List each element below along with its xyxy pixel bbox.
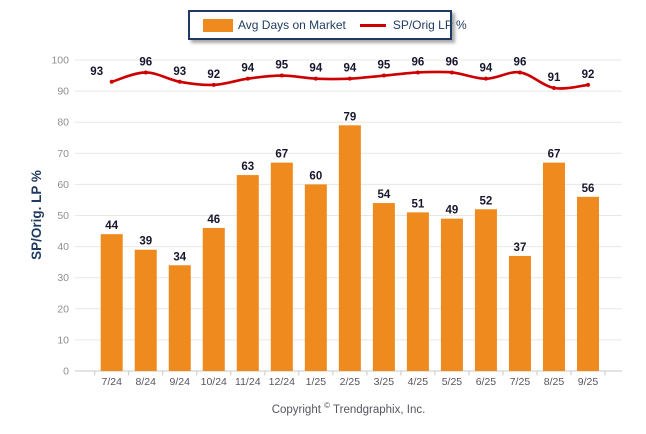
bar: [372, 203, 395, 371]
bar-value-label: 67: [548, 149, 561, 161]
line-value-label: 96: [514, 56, 527, 68]
trend-line-point: [347, 76, 352, 81]
bar: [576, 196, 599, 371]
copyright-prefix: Copyright: [271, 403, 321, 416]
x-tick-label: 4/25: [408, 376, 429, 388]
bar-value-label: 63: [241, 161, 254, 173]
line-value-label: 96: [446, 56, 459, 68]
line-value-label: 94: [241, 63, 254, 75]
y-tick-label: 30: [57, 272, 69, 284]
bar-value-label: 39: [139, 236, 152, 248]
line-value-label: 96: [139, 56, 152, 68]
y-tick-label: 0: [63, 366, 69, 378]
x-tick-label: 9/25: [578, 376, 599, 388]
y-tick-label: 70: [57, 148, 69, 160]
copyright-text: Copyright © Trendgraphix, Inc.: [75, 401, 622, 416]
trend-line-point: [449, 70, 454, 75]
line-value-label: 94: [343, 63, 356, 75]
y-tick-label: 20: [57, 303, 69, 315]
bar: [406, 212, 429, 371]
y-tick-label: 10: [57, 334, 69, 346]
trend-line-point: [279, 73, 284, 78]
legend: Avg Days on Market SP/Orig LP %: [188, 10, 467, 40]
bar: [270, 162, 293, 371]
bar-value-label: 56: [582, 183, 595, 195]
bar: [168, 265, 191, 371]
x-tick-label: 1/25: [306, 376, 327, 388]
bar: [542, 162, 565, 371]
bar: [304, 184, 327, 371]
bar: [202, 227, 225, 371]
y-axis-title: SP/Orig. LP %: [29, 170, 44, 260]
y-tick-label: 100: [51, 55, 69, 67]
trend-line-point: [381, 73, 386, 78]
x-tick-label: 10/24: [201, 376, 227, 388]
trend-line-point: [177, 79, 182, 84]
line-value-label: 93: [173, 66, 186, 78]
bar: [134, 249, 157, 371]
trend-line-point: [211, 82, 216, 87]
x-tick-label: 7/25: [510, 376, 531, 388]
trend-line-point: [313, 76, 318, 81]
y-tick-label: 60: [57, 179, 69, 191]
bar-value-label: 67: [275, 149, 288, 161]
y-tick-label: 80: [57, 117, 69, 129]
bar: [100, 234, 123, 371]
legend-line-swatch-icon: [359, 23, 386, 27]
copyright-suffix: Trendgraphix, Inc.: [333, 403, 426, 416]
bar: [508, 255, 531, 371]
bar: [440, 218, 463, 371]
line-value-label: 95: [275, 60, 288, 72]
legend-bar-swatch-icon: [203, 18, 233, 32]
x-tick-label: 2/25: [340, 376, 361, 388]
bar: [338, 125, 361, 371]
bar-value-label: 60: [309, 170, 322, 182]
x-tick-label: 12/24: [269, 376, 295, 388]
trend-line-point: [551, 85, 556, 90]
bar-value-label: 51: [411, 198, 424, 210]
line-value-label: 91: [548, 72, 561, 84]
legend-label-sp-orig-lp: SP/Orig LP %: [392, 18, 467, 32]
line-value-label: 94: [309, 63, 322, 75]
bar-value-label: 46: [207, 214, 220, 226]
bar-value-label: 37: [514, 242, 527, 254]
line-value-label: 92: [582, 69, 595, 81]
bar-value-label: 52: [480, 195, 493, 207]
bar-value-label: 44: [105, 220, 118, 232]
bar-value-label: 79: [343, 111, 356, 123]
bar-value-label: 34: [173, 251, 186, 263]
y-tick-label: 50: [57, 210, 69, 222]
bar-value-label: 54: [377, 189, 390, 201]
bar: [236, 175, 259, 371]
trend-line-point: [109, 79, 114, 84]
line-value-label: 95: [377, 60, 390, 72]
y-tick-label: 90: [57, 86, 69, 98]
line-value-label: 96: [411, 56, 424, 68]
trend-line-point: [143, 70, 148, 75]
trend-line-point: [483, 76, 488, 81]
x-tick-label: 9/24: [170, 376, 191, 388]
bar-value-label: 49: [446, 205, 459, 217]
trend-line-point: [245, 76, 250, 81]
y-tick-label: 40: [57, 241, 69, 253]
legend-label-avg-days: Avg Days on Market: [238, 18, 346, 32]
copyright-symbol: ©: [324, 401, 331, 410]
x-tick-label: 6/25: [476, 376, 497, 388]
line-value-label: 93: [90, 66, 103, 78]
trend-line-point: [585, 82, 590, 87]
trend-line-point: [415, 70, 420, 75]
x-tick-label: 3/25: [374, 376, 395, 388]
trend-line-point: [517, 70, 522, 75]
line-value-label: 92: [207, 69, 220, 81]
x-tick-label: 8/25: [544, 376, 565, 388]
x-tick-label: 7/24: [101, 376, 122, 388]
x-tick-label: 5/25: [442, 376, 463, 388]
line-value-label: 94: [480, 63, 493, 75]
x-tick-label: 8/24: [136, 376, 157, 388]
x-tick-label: 11/24: [235, 376, 261, 388]
bar: [474, 209, 497, 371]
